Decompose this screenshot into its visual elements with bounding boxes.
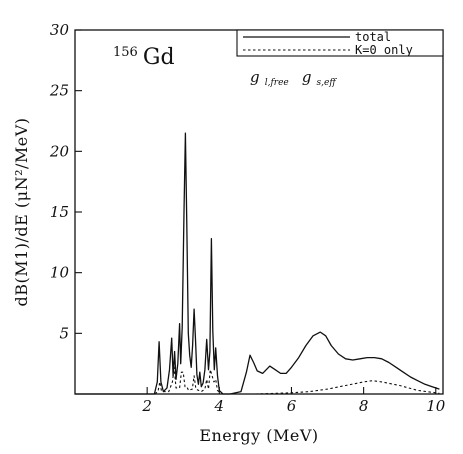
nucleus-symbol: Gd [143, 45, 175, 70]
svg-text:g l,free g s: g l,free g s,eff [250, 67, 337, 89]
svg-text:156 Gd: 156 Gd [113, 41, 175, 70]
legend: total K=0 only [236, 29, 444, 57]
g-s-subscript: s,eff [317, 78, 338, 88]
x-tick-label: 8 [359, 397, 369, 415]
nucleus-mass-number: 156 [113, 45, 138, 60]
y-tick-label: 15 [50, 203, 69, 221]
legend-label-k0: K=0 only [355, 43, 413, 57]
g-l-subscript: l,free [265, 78, 289, 88]
g-s-symbol: g [302, 68, 312, 86]
y-axis-label: dB(M1)/dE (μN²/MeV) [12, 117, 31, 306]
y-tick-label: 5 [59, 324, 69, 342]
y-tick-label: 10 [50, 264, 70, 282]
legend-box [236, 29, 444, 57]
series-line-total [75, 132, 440, 395]
x-axis-label: Energy (MeV) [199, 426, 318, 445]
nucleus-annotation: 156 Gd [113, 41, 175, 70]
x-tick-label: 2 [141, 397, 152, 415]
g-factor-annotation: g l,free g s,eff [250, 67, 337, 89]
legend-label-total: total [355, 30, 391, 44]
g-l-symbol: g [250, 68, 260, 86]
y-tick-label: 25 [49, 82, 69, 100]
series-layer [75, 132, 440, 395]
y-tick-label: 30 [50, 21, 70, 39]
ticks-layer: 2 4 6 8 10 5 10 15 20 25 30 [49, 21, 446, 415]
x-tick-label: 4 [214, 397, 225, 415]
x-tick-label: 10 [426, 397, 446, 415]
x-tick-label: 6 [287, 397, 297, 415]
y-tick-label: 20 [49, 142, 70, 160]
